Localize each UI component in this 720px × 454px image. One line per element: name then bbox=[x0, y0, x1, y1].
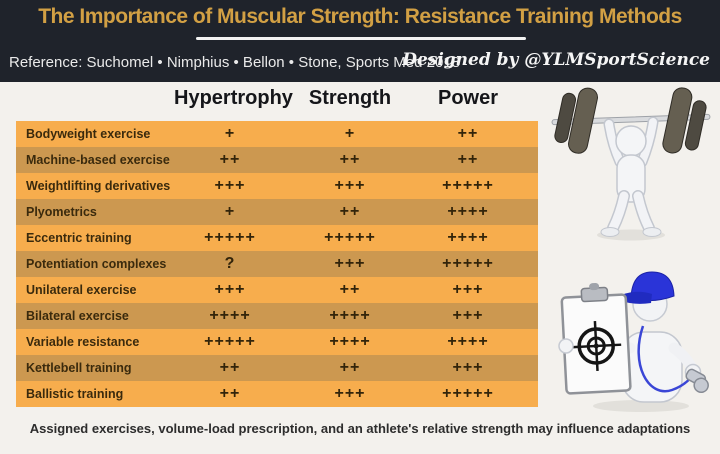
footer-caption: Assigned exercises, volume-load prescrip… bbox=[29, 421, 691, 436]
strength-value: ++++ bbox=[329, 333, 371, 350]
reference-text: Reference: Suchomel • Nimphius • Bellon … bbox=[9, 54, 460, 71]
hypertrophy-value: +++++ bbox=[204, 333, 256, 350]
empty-cell bbox=[16, 87, 174, 110]
table-row: Bodyweight exercise + + ++ bbox=[16, 121, 538, 147]
empty-cell bbox=[522, 87, 538, 110]
strength-value: + bbox=[344, 125, 356, 142]
weightlifter-illustration bbox=[551, 87, 711, 241]
hypertrophy-value: + bbox=[224, 203, 236, 220]
hypertrophy-value: ++ bbox=[219, 151, 241, 168]
strength-value: ++ bbox=[339, 203, 361, 220]
column-header-hypertrophy: Hypertrophy bbox=[174, 87, 293, 109]
ratings-table: Bodyweight exercise + + ++ Machine-based… bbox=[16, 121, 538, 407]
table-row: Machine-based exercise ++ ++ ++ bbox=[16, 147, 538, 173]
row-label: Weightlifting derivatives bbox=[26, 179, 171, 193]
title-divider bbox=[196, 37, 526, 40]
row-label: Unilateral exercise bbox=[26, 283, 137, 297]
coach-illustration bbox=[558, 271, 709, 412]
hypertrophy-value: +++++ bbox=[204, 229, 256, 246]
page-title: The Importance of Muscular Strength: Res… bbox=[38, 5, 682, 28]
table-row: Eccentric training +++++ +++++ ++++ bbox=[16, 225, 538, 251]
hypertrophy-value: ++++ bbox=[209, 307, 251, 324]
table-row: Ballistic training ++ +++ +++++ bbox=[16, 381, 538, 407]
row-label: Machine-based exercise bbox=[26, 153, 170, 167]
strength-value: +++ bbox=[334, 177, 366, 194]
row-label: Potentiation complexes bbox=[26, 257, 167, 271]
strength-value: ++ bbox=[339, 151, 361, 168]
table-row: Potentiation complexes ? +++ +++++ bbox=[16, 251, 538, 277]
hypertrophy-value: ? bbox=[224, 255, 236, 272]
power-value: +++++ bbox=[442, 385, 494, 402]
target-crosshair bbox=[571, 320, 622, 372]
clipboard bbox=[560, 282, 632, 395]
strength-value: +++++ bbox=[324, 229, 376, 246]
power-value: ++++ bbox=[447, 203, 489, 220]
figure-head bbox=[615, 125, 647, 157]
row-label: Ballistic training bbox=[26, 387, 124, 401]
strength-value: ++ bbox=[339, 359, 361, 376]
strength-value: +++ bbox=[334, 385, 366, 402]
power-value: ++++ bbox=[447, 229, 489, 246]
hypertrophy-value: ++ bbox=[219, 385, 241, 402]
table-row: Bilateral exercise ++++ ++++ +++ bbox=[16, 303, 538, 329]
table-row: Variable resistance +++++ ++++ ++++ bbox=[16, 329, 538, 355]
hypertrophy-value: +++ bbox=[214, 177, 246, 194]
table-row: Weightlifting derivatives +++ +++ +++++ bbox=[16, 173, 538, 199]
power-value: +++ bbox=[452, 281, 484, 298]
strength-value: +++ bbox=[334, 255, 366, 272]
row-label: Kettlebell training bbox=[26, 361, 132, 375]
row-label: Bilateral exercise bbox=[26, 309, 129, 323]
hypertrophy-value: + bbox=[224, 125, 236, 142]
power-value: ++ bbox=[457, 125, 479, 142]
hypertrophy-value: ++ bbox=[219, 359, 241, 376]
column-header-power: Power bbox=[437, 87, 499, 109]
strength-value: ++ bbox=[339, 281, 361, 298]
table-row: Plyometrics + ++ ++++ bbox=[16, 199, 538, 225]
barbell-plates-left bbox=[554, 87, 598, 154]
header-bar: The Importance of Muscular Strength: Res… bbox=[0, 0, 720, 82]
power-value: +++ bbox=[452, 307, 484, 324]
row-label: Plyometrics bbox=[26, 205, 97, 219]
whistle bbox=[685, 368, 709, 394]
power-value: +++ bbox=[452, 359, 484, 376]
barbell-plates-right bbox=[662, 87, 707, 154]
power-value: ++ bbox=[457, 151, 479, 168]
hypertrophy-value: +++ bbox=[214, 281, 246, 298]
row-label: Bodyweight exercise bbox=[26, 127, 151, 141]
table-row: Kettlebell training ++ ++ +++ bbox=[16, 355, 538, 381]
credit-text: Designed by @YLMSportScience bbox=[402, 50, 710, 70]
power-value: +++++ bbox=[442, 177, 494, 194]
column-header-strength: Strength bbox=[308, 87, 392, 109]
row-label: Eccentric training bbox=[26, 231, 132, 245]
power-value: ++++ bbox=[447, 333, 489, 350]
table-column-headers: Hypertrophy Strength Power bbox=[16, 87, 538, 110]
row-label: Variable resistance bbox=[26, 335, 140, 349]
table-row: Unilateral exercise +++ ++ +++ bbox=[16, 277, 538, 303]
strength-value: ++++ bbox=[329, 307, 371, 324]
power-value: +++++ bbox=[442, 255, 494, 272]
